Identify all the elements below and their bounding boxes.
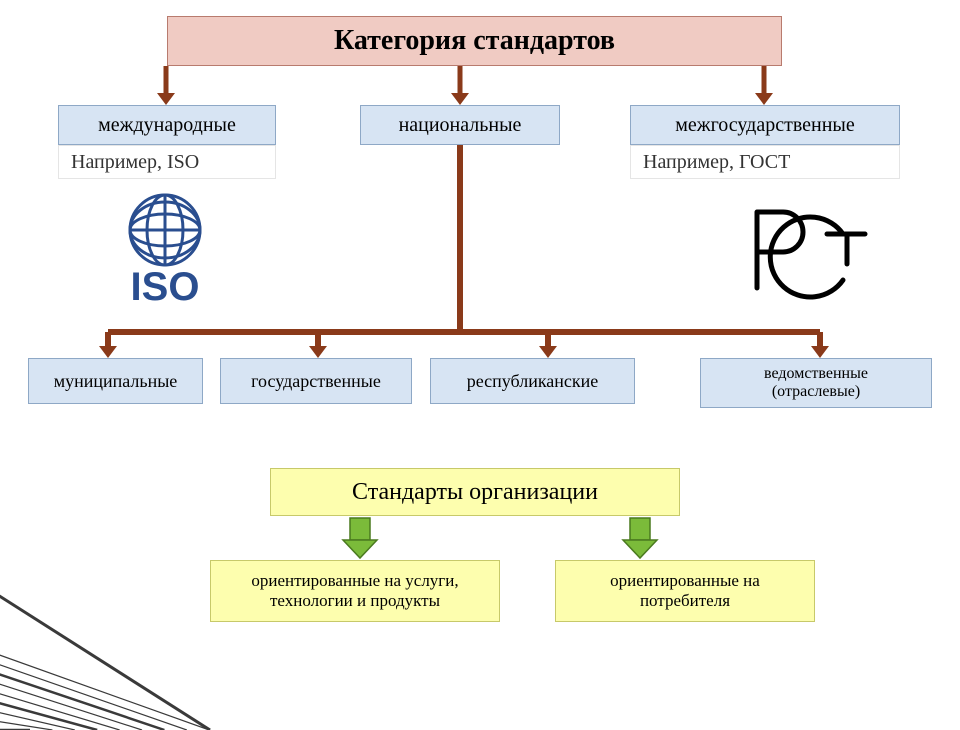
corner-decoration-icon	[0, 570, 240, 730]
row2-box-1: государственные	[220, 358, 412, 404]
row2-box-2: республиканские	[430, 358, 635, 404]
pct-logo-icon	[725, 188, 875, 313]
row1-box-1: национальные	[360, 105, 560, 145]
row2-box-0: муниципальные	[28, 358, 203, 404]
org-child-0: ориентированные на услуги, технологии и …	[210, 560, 500, 622]
title-box: Категория стандартов	[167, 16, 782, 66]
org-standards-title-box: Стандарты организации	[270, 468, 680, 516]
iso-text: ISO	[131, 265, 200, 308]
row1-box-2: межгосударственные	[630, 105, 900, 145]
row1-example-0: Например, ISO	[58, 145, 276, 179]
iso-logo-icon: ISO	[95, 188, 235, 313]
row1-box-0: международные	[58, 105, 276, 145]
row2-box-3: ведомственные (отраслевые)	[700, 358, 932, 408]
row1-example-2: Например, ГОСТ	[630, 145, 900, 179]
title-text: Категория стандартов	[334, 25, 615, 57]
org-standards-title-text: Стандарты организации	[352, 479, 598, 506]
org-child-1: ориентированные на потребителя	[555, 560, 815, 622]
